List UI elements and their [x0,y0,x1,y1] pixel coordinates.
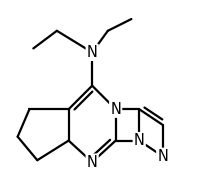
Text: N: N [87,155,98,170]
Text: N: N [87,45,98,60]
Text: N: N [134,133,145,148]
Text: N: N [110,102,121,117]
Text: N: N [157,149,168,164]
